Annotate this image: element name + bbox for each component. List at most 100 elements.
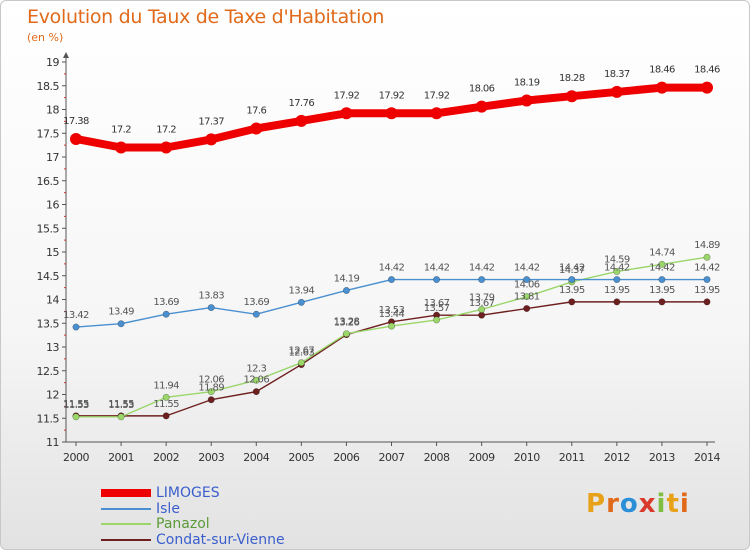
data-point xyxy=(297,298,305,306)
data-point xyxy=(658,298,666,306)
x-tick-label: 2006 xyxy=(333,451,359,464)
y-tick-label: 14.5 xyxy=(37,270,60,283)
y-tick-label: 13.5 xyxy=(37,317,60,330)
data-point xyxy=(162,412,170,420)
data-point xyxy=(250,122,263,135)
legend-label: LIMOGES xyxy=(156,485,220,501)
data-label: 18.46 xyxy=(694,65,720,76)
data-label: 12.3 xyxy=(246,363,266,374)
y-tick-label: 18 xyxy=(46,104,59,117)
data-point xyxy=(613,267,621,275)
data-point xyxy=(252,310,260,318)
data-label: 12.06 xyxy=(198,375,224,386)
chart-subtitle: (en %) xyxy=(27,31,64,44)
logo-letter: o xyxy=(619,489,639,519)
x-tick-label: 2014 xyxy=(694,451,720,464)
data-label: 14.59 xyxy=(604,254,630,265)
x-tick-label: 2012 xyxy=(604,451,630,464)
data-label: 17.6 xyxy=(246,106,266,117)
data-point xyxy=(613,298,621,306)
x-tick-label: 2009 xyxy=(469,451,495,464)
logo-letter: r xyxy=(606,489,620,519)
legend-label: Condat-sur-Vienne xyxy=(156,532,285,548)
data-label: 11.55 xyxy=(63,399,89,410)
data-point xyxy=(207,388,215,396)
data-label: 14.42 xyxy=(514,263,540,274)
data-label: 13.42 xyxy=(63,310,89,321)
data-point xyxy=(117,413,125,421)
data-label: 13.69 xyxy=(243,297,269,308)
y-tick-label: 11 xyxy=(46,436,59,449)
data-point xyxy=(252,376,260,384)
data-label: 14.37 xyxy=(559,265,585,276)
data-point xyxy=(207,304,215,312)
data-label: 12.67 xyxy=(289,346,315,357)
data-label: 12.06 xyxy=(243,375,269,386)
x-tick-label: 2010 xyxy=(514,451,540,464)
data-label: 11.55 xyxy=(153,399,179,410)
data-label: 13.57 xyxy=(424,303,450,314)
data-label: 14.42 xyxy=(559,263,585,274)
legend-swatch xyxy=(101,539,151,541)
y-tick-label: 19 xyxy=(46,56,59,69)
data-point xyxy=(72,413,80,421)
x-tick-label: 2001 xyxy=(108,451,134,464)
x-tick-label: 2013 xyxy=(649,451,675,464)
data-label: 17.2 xyxy=(111,125,131,136)
data-point xyxy=(430,107,443,120)
data-label: 17.76 xyxy=(289,98,315,109)
data-point xyxy=(433,316,441,324)
legend-swatch xyxy=(101,508,151,510)
data-label: 17.2 xyxy=(156,125,176,136)
x-tick-label: 2011 xyxy=(559,451,585,464)
data-label: 14.42 xyxy=(604,263,630,274)
data-label: 18.46 xyxy=(649,65,675,76)
data-label: 11.94 xyxy=(153,380,179,391)
data-point xyxy=(610,85,623,98)
data-point xyxy=(523,276,531,284)
data-point xyxy=(478,305,486,313)
data-point xyxy=(523,305,531,313)
data-point xyxy=(565,90,578,103)
data-label: 14.19 xyxy=(334,273,360,284)
data-point xyxy=(160,141,173,154)
logo-letter: x xyxy=(638,489,657,519)
data-point xyxy=(340,107,353,120)
data-label: 18.37 xyxy=(604,69,630,80)
x-tick-label: 2000 xyxy=(63,451,89,464)
data-point xyxy=(387,322,395,330)
data-point xyxy=(701,81,713,94)
y-axis-arrow xyxy=(63,52,69,58)
data-label: 17.92 xyxy=(424,90,450,101)
y-tick-label: 16.5 xyxy=(37,175,60,188)
data-label: 13.67 xyxy=(469,298,495,309)
data-label: 13.69 xyxy=(153,297,179,308)
data-label: 11.89 xyxy=(198,383,224,394)
data-label: 13.53 xyxy=(379,305,405,316)
data-label: 13.95 xyxy=(604,285,630,296)
x-tick-label: 2002 xyxy=(153,451,179,464)
logo-letter: P xyxy=(586,489,607,519)
y-tick-label: 11.5 xyxy=(37,412,60,425)
data-point xyxy=(297,359,305,367)
data-label: 13.94 xyxy=(289,285,315,296)
data-point xyxy=(658,276,666,284)
data-label: 14.42 xyxy=(424,263,450,274)
data-point xyxy=(162,310,170,318)
data-label: 14.74 xyxy=(649,247,675,258)
data-point xyxy=(613,276,621,284)
data-point xyxy=(703,298,711,306)
data-point xyxy=(568,298,576,306)
data-label: 14.89 xyxy=(694,240,720,251)
data-point xyxy=(523,293,531,301)
data-point xyxy=(655,81,668,94)
x-tick-label: 2003 xyxy=(198,451,224,464)
data-label: 14.42 xyxy=(694,263,720,274)
x-tick-label: 2004 xyxy=(243,451,269,464)
data-point xyxy=(703,276,711,284)
data-label: 13.95 xyxy=(649,285,675,296)
y-tick-label: 15.5 xyxy=(37,222,60,235)
y-tick-label: 16 xyxy=(46,199,59,212)
data-point xyxy=(295,114,308,127)
data-point xyxy=(703,253,711,261)
